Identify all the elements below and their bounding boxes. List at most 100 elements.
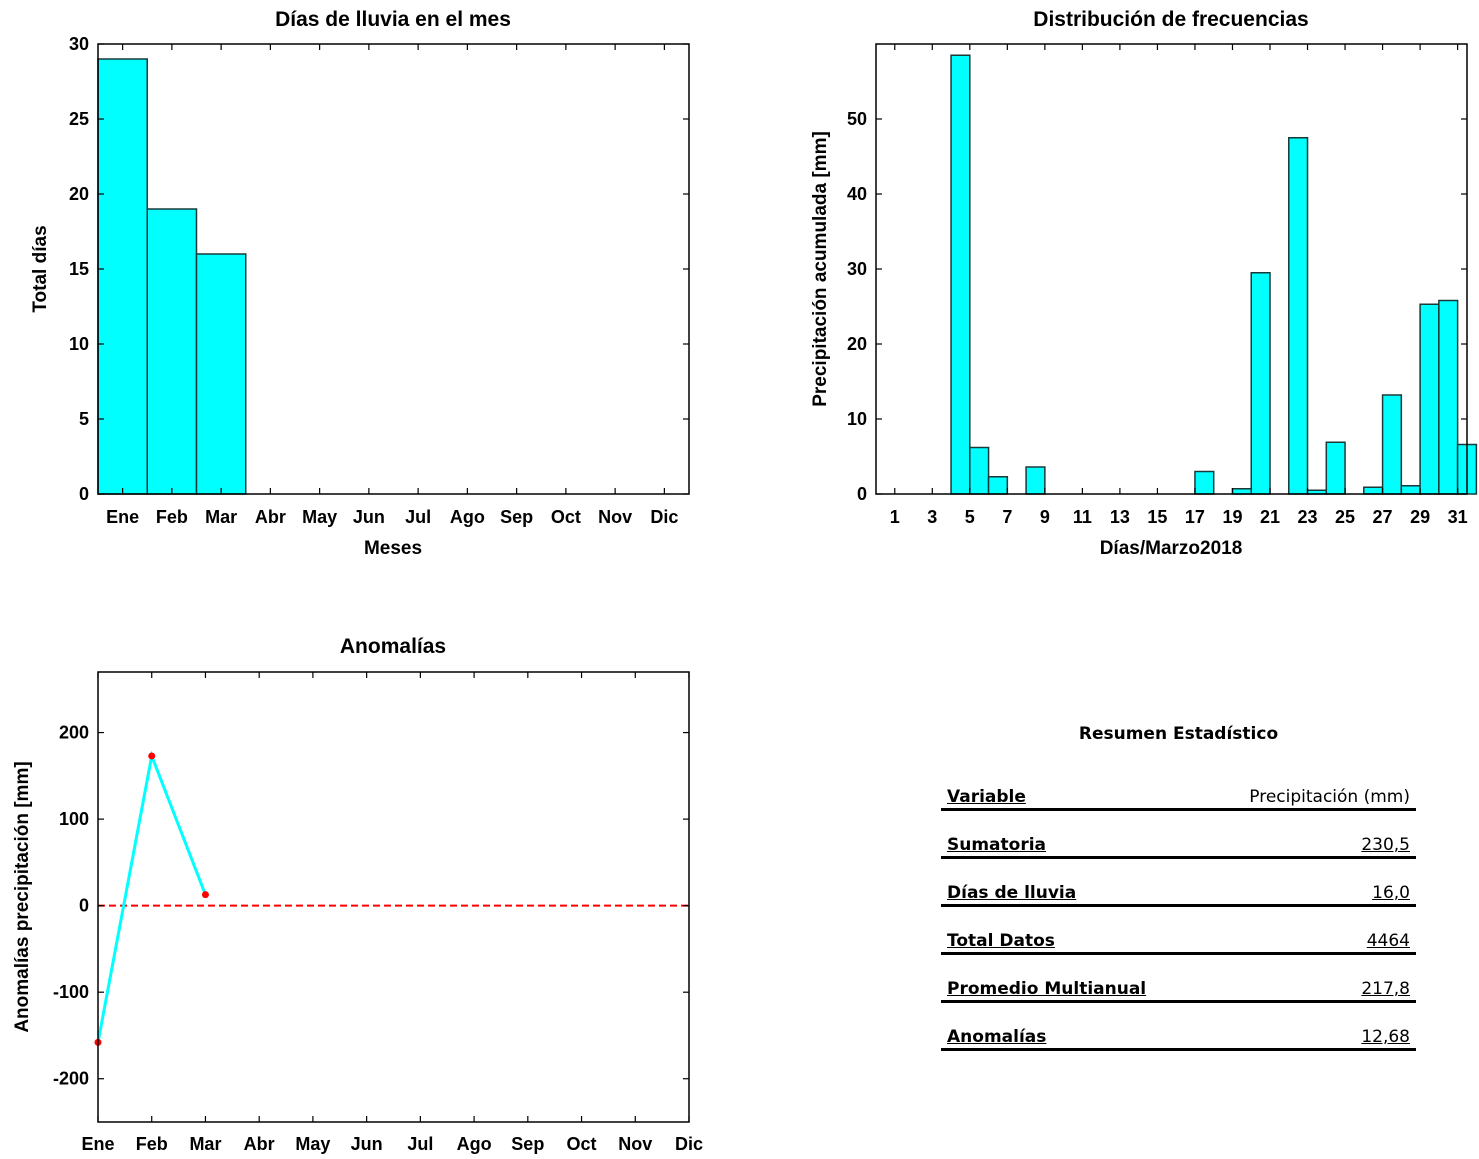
x-tick-label: Dic [675, 1134, 703, 1154]
x-tick-label: Sep [511, 1134, 544, 1154]
y-tick-label: 50 [847, 109, 867, 129]
summary-row-value: 4464 [1366, 931, 1410, 951]
x-tick-label: 31 [1448, 507, 1468, 527]
x-tick-label: Feb [156, 507, 188, 527]
x-tick-label: 27 [1373, 507, 1393, 527]
summary-row-value: 230,5 [1361, 835, 1410, 855]
y-tick-label: 10 [69, 334, 89, 354]
x-tick-label: May [302, 507, 337, 527]
x-tick-label: Jun [353, 507, 385, 527]
summary-header-value: Precipitación (mm) [1249, 787, 1410, 807]
summary-row-value: 16,0 [1372, 883, 1410, 903]
bar [1363, 486, 1384, 495]
y-tick-label: 200 [59, 723, 89, 743]
bar [1231, 488, 1252, 495]
plot-frame [97, 671, 690, 1123]
x-tick-label: Jul [405, 507, 431, 527]
summary-row-label: Promedio Multianual [947, 979, 1147, 999]
anomaly-point [201, 891, 209, 899]
x-tick-label: 9 [1040, 507, 1050, 527]
x-tick-label: Mar [205, 507, 237, 527]
bar [1419, 303, 1440, 495]
x-tick-label: 25 [1335, 507, 1355, 527]
bar [950, 54, 971, 495]
summary-row: Anomalías 12,68 [941, 1006, 1416, 1051]
summary-row: Días de lluvia 16,0 [941, 862, 1416, 907]
bar [1250, 272, 1271, 495]
x-tick-label: Feb [136, 1134, 168, 1154]
chart2-title: Distribución de frecuencias [1033, 8, 1308, 31]
y-tick-label: 5 [79, 409, 89, 429]
x-tick-label: 29 [1410, 507, 1430, 527]
x-tick-label: 1 [890, 507, 900, 527]
x-tick-label: 21 [1260, 507, 1280, 527]
y-tick-label: 10 [847, 409, 867, 429]
x-tick-label: Sep [500, 507, 533, 527]
summary-row-label: Anomalías [947, 1027, 1047, 1047]
y-tick-label: 30 [847, 259, 867, 279]
y-tick-label: 25 [69, 109, 89, 129]
x-tick-label: Abr [244, 1134, 275, 1154]
bar [1288, 137, 1309, 495]
x-tick-label: Mar [189, 1134, 221, 1154]
x-tick-label: 19 [1222, 507, 1242, 527]
x-tick-label: 13 [1110, 507, 1130, 527]
x-tick-label: Ago [457, 1134, 492, 1154]
chart1-ylabel: Total días [30, 225, 51, 312]
x-tick-label: Ene [106, 507, 139, 527]
bar [1194, 470, 1215, 495]
y-tick-label: -100 [53, 982, 89, 1002]
x-tick-label: Oct [567, 1134, 597, 1154]
summary-header-row: Variable Precipitación (mm) [941, 766, 1416, 811]
x-tick-label: 11 [1073, 507, 1092, 527]
bar [1381, 394, 1403, 495]
chart2-ylabel: Precipitación acumulada [mm] [810, 131, 831, 407]
chart1-xlabel: Meses [364, 538, 422, 559]
bar [97, 58, 148, 495]
y-tick-label: -200 [53, 1069, 89, 1089]
chart-rain-days: Días de lluvia en el mes Meses Total día… [30, 8, 690, 559]
x-tick-label: 23 [1298, 507, 1318, 527]
y-tick-label: 0 [79, 484, 89, 504]
bar [969, 446, 990, 495]
chart-frequency-distribution: Distribución de frecuencias Días/Marzo20… [810, 8, 1478, 559]
bar [1025, 466, 1046, 495]
summary-row-label: Sumatoria [947, 835, 1047, 855]
x-tick-label: Abr [255, 507, 286, 527]
summary-row: Total Datos 4464 [941, 910, 1416, 955]
summary-header-label: Variable [947, 787, 1026, 807]
x-tick-label: May [295, 1134, 330, 1154]
anomaly-series-line [96, 750, 207, 1043]
y-tick-label: 0 [857, 484, 867, 504]
x-tick-label: 5 [965, 507, 975, 527]
summary-row-value: 217,8 [1361, 979, 1410, 999]
x-tick-label: 3 [927, 507, 937, 527]
x-tick-label: Ene [81, 1134, 114, 1154]
summary-row-value: 12,68 [1361, 1027, 1410, 1047]
statistical-summary-table: Resumen Estadístico Variable Precipitaci… [941, 720, 1416, 1054]
chart1-title: Días de lluvia en el mes [275, 8, 511, 31]
summary-row: Sumatoria 230,5 [941, 814, 1416, 859]
x-tick-label: Jul [407, 1134, 433, 1154]
bar [1400, 485, 1421, 495]
x-tick-label: Jun [351, 1134, 383, 1154]
x-tick-label: Ago [450, 507, 485, 527]
summary-title: Resumen Estadístico [1078, 724, 1279, 744]
summary-row-label: Total Datos [947, 931, 1055, 951]
anomaly-point [148, 752, 156, 760]
x-tick-label: 15 [1147, 507, 1167, 527]
chart3-ylabel: Anomalías precipitación [mm] [12, 761, 33, 1032]
y-tick-label: 20 [847, 334, 867, 354]
summary-row: Promedio Multianual 217,8 [941, 958, 1416, 1003]
bar [987, 476, 1009, 495]
x-tick-label: 7 [1002, 507, 1012, 527]
bar [1325, 441, 1346, 495]
y-tick-label: 40 [847, 184, 867, 204]
y-tick-label: 20 [69, 184, 89, 204]
y-tick-label: 0 [79, 896, 89, 916]
y-tick-label: 15 [69, 259, 89, 279]
summary-row-label: Días de lluvia [947, 883, 1077, 903]
bar [1438, 299, 1459, 495]
bar [146, 208, 198, 495]
